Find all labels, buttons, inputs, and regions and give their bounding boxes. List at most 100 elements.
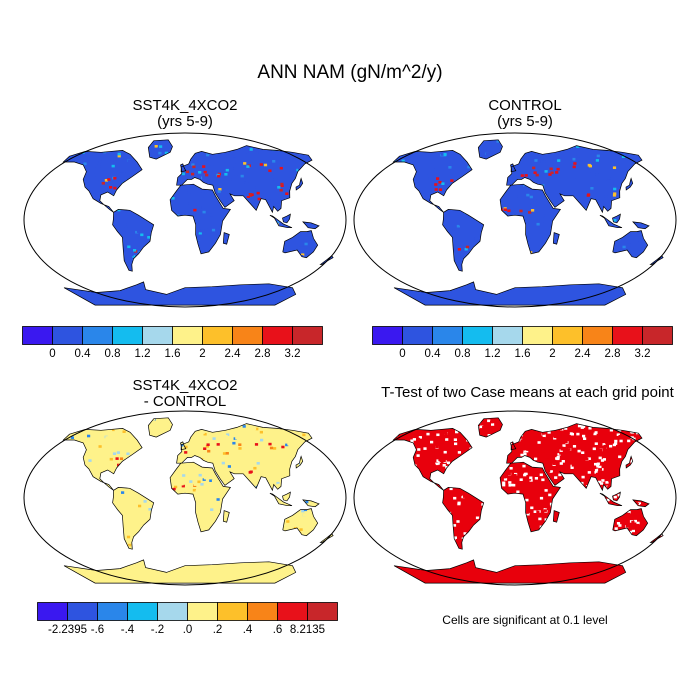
- map-ttest-grid-cell: [456, 431, 460, 435]
- map-difference-grid-cell: [295, 430, 300, 434]
- map-ttest-grid-cell: [472, 455, 476, 459]
- map-difference-grid-cell: [323, 446, 327, 450]
- map-control-grid-cell: [596, 224, 600, 227]
- map-difference-grid-cell: [180, 501, 184, 504]
- map-control-grid-cell: [619, 238, 623, 242]
- map-control-grid-cell: [633, 186, 638, 190]
- map-difference-grid-cell: [238, 447, 242, 450]
- map-ttest-grid-cell: [589, 514, 593, 518]
- map-difference-grid-cell: [83, 543, 87, 547]
- map-ttest-grid-cell: [459, 515, 463, 519]
- map-ttest-grid-cell: [438, 512, 443, 516]
- map-case-grid-cell: [120, 196, 124, 199]
- map-difference-grid-cell: [271, 504, 275, 507]
- map-difference-grid-cell: [279, 511, 284, 514]
- map-case-grid-cell: [165, 148, 169, 151]
- map-ttest-grid-cell: [490, 420, 494, 424]
- map-ttest-grid-cell: [501, 554, 505, 557]
- map-case-grid-cell: [161, 166, 165, 169]
- map-case-grid-cell: [30, 203, 33, 206]
- map-difference-grid-cell: [154, 450, 159, 454]
- map-case-grid-cell: [297, 261, 302, 264]
- map-ttest-grid-cell: [424, 552, 428, 556]
- map-case-grid-cell: [157, 206, 161, 210]
- map-ttest-grid-cell: [599, 541, 603, 544]
- map-control-grid-cell: [530, 254, 534, 258]
- map-control-grid-cell: [638, 174, 642, 178]
- map-control-grid-cell: [662, 228, 664, 232]
- map-ttest-grid-cell: [584, 539, 588, 542]
- map-difference-grid-cell: [260, 435, 264, 438]
- map-ttest-grid-cell: [371, 494, 374, 497]
- map-ttest-grid-cell: [533, 467, 537, 471]
- map-difference-grid-cell: [46, 491, 49, 494]
- map-control-grid-cell: [603, 225, 607, 229]
- map-difference-grid-cell: [209, 530, 213, 534]
- map-control-grid-cell: [632, 212, 636, 216]
- map-ttest-grid-cell: [532, 498, 537, 502]
- map-ttest-grid-cell: [374, 468, 377, 471]
- map-ttest-grid-cell: [643, 459, 647, 463]
- map-control-grid-cell: [631, 226, 635, 229]
- map-control-grid-cell: [446, 220, 450, 224]
- map-control-grid-cell: [627, 240, 631, 244]
- map-ttest-grid-cell: [393, 460, 397, 463]
- map-case-grid-cell: [237, 204, 241, 208]
- map-ttest-grid-cell: [436, 459, 440, 462]
- map-ttest-grid-cell: [646, 500, 650, 503]
- map-ttest-grid-cell: [478, 444, 482, 448]
- map-difference-grid-cell: [122, 554, 126, 558]
- map-ttest-grid-cell: [565, 483, 569, 487]
- map-case-grid-cell: [104, 273, 108, 276]
- map-ttest-grid-cell: [369, 479, 372, 482]
- map-difference-grid-cell: [274, 507, 278, 511]
- map-difference-grid-cell: [70, 499, 74, 503]
- map-difference-grid-cell: [281, 483, 285, 486]
- map-ttest-grid-cell: [439, 536, 443, 539]
- map-ttest-grid-cell: [576, 458, 580, 461]
- map-difference-grid-cell: [247, 437, 251, 440]
- map-ttest-grid-cell: [404, 519, 408, 523]
- map-control-grid-cell: [597, 228, 601, 231]
- map-difference-grid-cell: [321, 446, 325, 449]
- map-case-grid-cell: [205, 173, 209, 177]
- map-difference-grid-cell: [203, 447, 207, 450]
- map-ttest-grid-cell: [444, 550, 448, 554]
- map-case-grid-cell: [241, 265, 245, 268]
- map-ttest-grid-cell: [545, 496, 549, 500]
- map-control-grid-cell: [434, 188, 438, 191]
- map-control-grid-cell: [495, 205, 499, 209]
- map-control-grid-cell: [383, 267, 386, 270]
- map-ttest-grid-cell: [667, 509, 670, 512]
- map-control-grid-cell: [550, 148, 554, 152]
- map-control-grid-cell: [515, 142, 519, 145]
- map-ttest-grid-cell: [627, 510, 631, 514]
- map-case-grid-cell: [256, 217, 260, 221]
- map-control-grid-cell: [612, 166, 617, 169]
- map-ttest-grid-cell: [403, 424, 407, 427]
- map-control-grid-cell: [530, 262, 534, 265]
- map-case-grid-cell: [302, 209, 306, 212]
- map-case-grid-cell: [122, 217, 126, 221]
- map-case-grid-cell: [141, 202, 145, 205]
- map-control-grid-cell: [643, 172, 647, 176]
- map-control-grid-cell: [503, 208, 507, 211]
- map-ttest-grid-cell: [613, 507, 617, 510]
- map-ttest-grid-cell: [570, 437, 574, 440]
- map-ttest-grid-cell: [423, 553, 427, 557]
- map-case-grid-cell: [66, 218, 70, 221]
- map-ttest-grid-cell: [525, 537, 529, 540]
- map-ttest-grid-cell: [383, 475, 386, 478]
- map-control-grid-cell: [416, 274, 421, 278]
- map-ttest-grid-cell: [637, 502, 641, 505]
- map-ttest-grid-cell: [639, 462, 643, 466]
- map-ttest-grid-cell: [493, 532, 497, 535]
- map-ttest-grid-cell: [617, 538, 621, 542]
- map-difference-grid-cell: [319, 488, 323, 491]
- map-ttest-grid-cell: [513, 551, 517, 554]
- map-control-grid-cell: [453, 143, 457, 147]
- map-control-grid-cell: [447, 213, 451, 217]
- map-control-grid-cell: [485, 266, 489, 269]
- map-ttest-grid-cell: [517, 419, 521, 422]
- map-case-grid-cell: [239, 208, 243, 211]
